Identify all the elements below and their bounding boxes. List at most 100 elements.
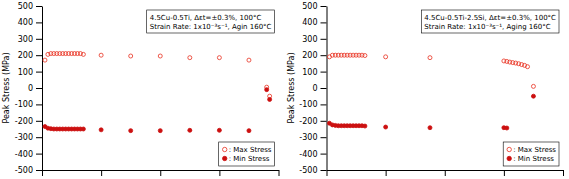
y-tick: 300	[18, 35, 42, 44]
point	[428, 56, 432, 60]
point	[43, 58, 47, 62]
x-tick	[563, 170, 564, 176]
legend-frame	[219, 142, 275, 166]
legend-entry: : Max Stress	[507, 146, 556, 154]
y-tick: 200	[18, 51, 42, 60]
x-axis	[43, 170, 280, 176]
y-tick: -500	[299, 166, 326, 175]
series	[43, 88, 272, 133]
legend-label: : Max Stress	[229, 146, 272, 154]
y-tick-mark	[321, 154, 327, 155]
panel: -500-400-300-200-1000100200300400500Peak…	[287, 2, 564, 176]
point	[531, 94, 535, 98]
point	[129, 129, 133, 133]
legend-symbol	[223, 156, 227, 160]
x-tick-mark	[563, 170, 564, 176]
y-tick: 500	[302, 2, 326, 11]
y-tick-label: -100	[299, 100, 317, 109]
y-tick-label: 400	[302, 18, 317, 27]
y-tick-mark	[36, 88, 42, 89]
y-tick-label: 100	[18, 68, 33, 77]
y-tick: -300	[299, 133, 326, 142]
point	[99, 53, 103, 57]
y-tick-mark	[36, 55, 42, 56]
point	[363, 54, 367, 58]
legend-symbol	[507, 156, 511, 160]
series	[43, 52, 272, 99]
y-tick: 100	[302, 68, 326, 77]
y-tick-mark	[36, 6, 42, 7]
x-tick	[445, 170, 446, 176]
point	[129, 54, 133, 58]
y-tick: 0	[312, 84, 326, 93]
y-tick-mark	[321, 104, 327, 105]
y-tick-mark	[36, 137, 42, 138]
legend-frame	[503, 142, 559, 166]
legend-entry: : Min Stress	[223, 155, 270, 163]
y-axis: -500 -400 -300 -200 -100 0 100 200 300 400 500	[299, 2, 327, 175]
y-tick: 400	[18, 18, 42, 27]
x-tick-mark	[504, 170, 505, 176]
point	[188, 56, 192, 60]
chart-canvas: -500-400-300-200-1000100200300400500Peak…	[0, 0, 569, 179]
y-tick-label: 300	[302, 35, 317, 44]
y-tick-label: 200	[302, 51, 317, 60]
y-tick: -400	[15, 150, 42, 159]
legend-label: : Max Stress	[513, 146, 556, 154]
series	[327, 53, 535, 88]
x-tick-mark	[386, 170, 387, 176]
x-tick-mark	[445, 170, 446, 176]
point	[158, 129, 162, 133]
point	[384, 55, 388, 59]
y-tick: -300	[15, 133, 42, 142]
x-tick	[42, 170, 43, 176]
y-tick-label: 200	[18, 51, 33, 60]
point	[268, 97, 272, 101]
y-tick: 200	[302, 51, 326, 60]
x-tick-mark	[219, 170, 220, 176]
y-tick-mark	[36, 72, 42, 73]
point	[531, 84, 535, 88]
y-tick: 0	[28, 84, 42, 93]
plot-area	[43, 52, 272, 133]
title: 4.5Cu-0.5Ti, Δεt=±0.3%, 100°C	[150, 14, 262, 22]
y-tick-mark	[321, 22, 327, 23]
x-tick	[279, 170, 280, 176]
x-tick-mark	[327, 170, 328, 176]
y-tick-mark	[321, 72, 327, 73]
y-tick-label: -100	[15, 100, 33, 109]
y-tick-label: -500	[15, 166, 33, 175]
subtitle: Strain Rate: 1x10⁻³s⁻¹, Aging 160°C	[424, 23, 550, 31]
y-tick-label: 100	[302, 68, 317, 77]
y-tick-mark	[321, 121, 327, 122]
point	[81, 52, 85, 56]
y-tick: -400	[299, 150, 326, 159]
y-tick: 500	[18, 2, 42, 11]
legend: : Max Stress: Min Stress	[503, 142, 559, 166]
point	[217, 128, 221, 132]
subtitle: Strain Rate: 1x10⁻³s⁻¹, Agin 160°C	[150, 23, 272, 31]
panel: -500-400-300-200-1000100200300400500Peak…	[2, 2, 279, 176]
title-box: 4.5Cu-0.5Ti-2.5Si, Δεt=±0.3%, 100°CStrai…	[421, 10, 559, 33]
point	[217, 56, 221, 60]
legend-label: : Min Stress	[229, 155, 270, 163]
y-tick-label: 500	[302, 2, 317, 11]
x-tick	[504, 170, 505, 176]
y-tick-label: -400	[15, 150, 33, 159]
plot-area	[327, 53, 535, 130]
y-axis-line	[327, 7, 328, 171]
legend-symbol	[223, 147, 227, 151]
y-tick-mark	[36, 22, 42, 23]
point	[363, 124, 367, 128]
x-tick	[219, 170, 220, 176]
legend-label: : Min Stress	[513, 155, 554, 163]
y-tick: -100	[15, 100, 42, 109]
y-tick-label: -200	[15, 117, 33, 126]
y-tick: -100	[299, 100, 326, 109]
y-tick-label: 0	[28, 84, 33, 93]
y-tick: 300	[302, 35, 326, 44]
y-tick-label: 500	[18, 2, 33, 11]
point	[384, 125, 388, 129]
y-tick-label: -200	[299, 117, 317, 126]
y-tick: 400	[302, 18, 326, 27]
